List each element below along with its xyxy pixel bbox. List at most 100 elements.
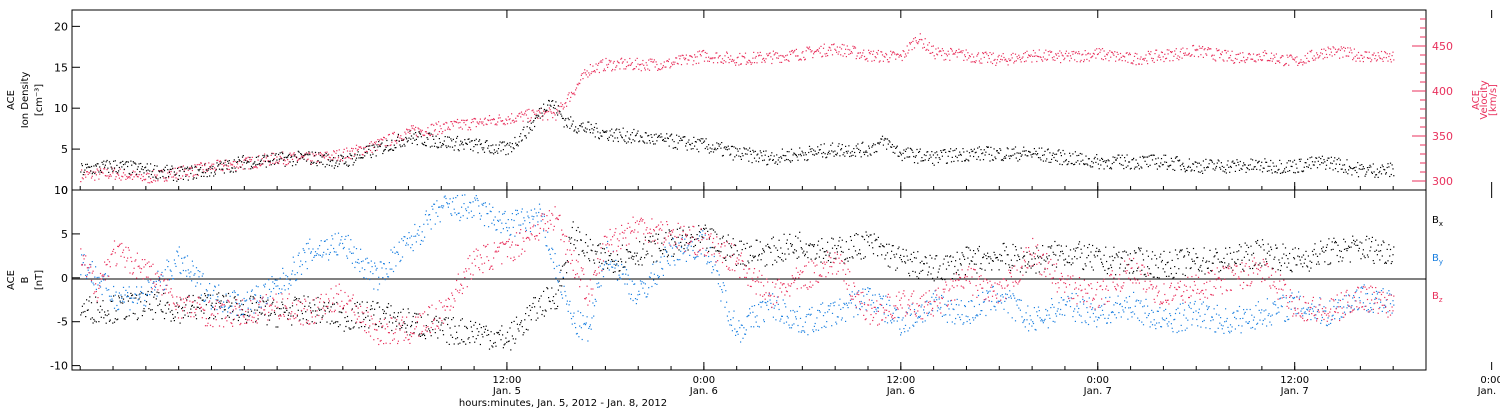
data-point [427,127,429,129]
data-point [950,48,953,50]
data-point [1302,171,1304,173]
data-point [996,59,998,61]
data-point [537,117,539,119]
data-point [1349,167,1351,169]
data-point [524,112,526,114]
data-point [290,154,292,156]
data-point [461,119,463,121]
data-point [831,54,834,56]
data-point [435,315,437,317]
data-point [1019,152,1021,154]
data-point [1211,160,1213,162]
data-point [116,164,118,166]
data-point [877,236,879,238]
data-point [753,157,756,159]
data-point [1341,168,1343,170]
data-point [1345,171,1347,173]
data-point [740,158,742,160]
data-point [441,322,443,324]
data-point [865,231,867,233]
data-point [1238,169,1241,171]
data-point [517,328,519,330]
data-point [960,264,962,266]
data-point [558,112,560,114]
data-point [257,159,259,161]
data-point [1138,168,1140,170]
data-point [275,326,277,328]
data-point [591,250,593,252]
data-point [380,138,382,140]
data-point [811,148,813,150]
data-point [186,255,189,257]
data-point [1311,156,1313,158]
data-point [839,155,841,157]
data-point [687,141,689,143]
data-point [1167,53,1169,55]
data-point [342,151,344,153]
data-point [851,150,853,153]
data-point [943,149,945,151]
data-point [992,52,994,54]
data-point [977,52,980,54]
data-point [195,166,198,168]
data-point [774,259,776,261]
data-point [1015,249,1017,251]
data-point [447,136,449,138]
data-point [989,256,991,258]
data-point [1272,162,1274,164]
data-point [1212,262,1214,264]
data-point [432,134,434,136]
data-point [131,297,133,299]
data-point [1346,159,1348,161]
data-point [211,167,213,169]
data-point [328,302,330,304]
data-point [640,256,642,258]
data-point [722,154,724,157]
data-point [457,343,459,345]
data-point [534,297,536,299]
data-point [552,107,555,109]
data-point [268,315,270,317]
data-point [435,135,437,137]
data-point [824,251,826,253]
data-point [1078,163,1081,165]
data-point [639,64,641,66]
data-point [415,313,417,315]
data-point [442,330,444,332]
data-point [466,143,468,145]
data-point [664,66,666,68]
data-point [1331,162,1333,165]
data-point [599,61,601,63]
data-point [470,129,472,131]
data-point [1263,167,1265,169]
data-point [255,164,257,166]
data-point [749,246,751,248]
data-point [1043,259,1045,261]
data-point [1133,168,1136,170]
data-point [324,166,326,168]
data-point [749,60,751,62]
data-point [495,144,497,146]
data-point [849,49,851,51]
data-point [280,158,282,160]
data-point [839,236,841,239]
data-point [929,154,931,156]
data-point [530,122,532,124]
data-point [783,233,785,235]
data-point [751,162,753,164]
data-point [369,319,371,321]
data-point [358,157,360,159]
data-point [574,129,576,131]
data-point [480,327,482,329]
data-point [534,306,536,308]
data-point [1038,271,1040,273]
data-point [622,61,624,63]
data-point [443,123,445,125]
data-point [144,167,146,169]
data-point [225,293,227,295]
data-point [1197,171,1200,173]
data-point [1291,165,1293,168]
data-point [1087,254,1090,257]
data-point [310,307,312,309]
data-point [696,148,698,150]
